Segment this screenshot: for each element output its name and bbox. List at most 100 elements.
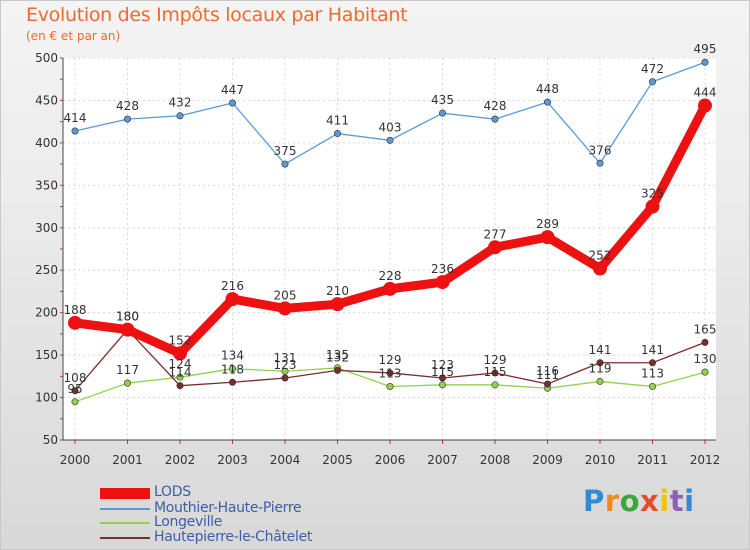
data-point-lods	[121, 323, 135, 337]
data-point-hautepierre	[702, 339, 708, 345]
y-tick-label: 350	[35, 178, 58, 192]
legend-label-hautepierre: Hautepierre-le-Châtelet	[154, 529, 312, 545]
data-label-longeville: 130	[694, 352, 717, 366]
x-tick-label: 2011	[637, 453, 668, 467]
data-label-mouthier: 414	[64, 111, 87, 125]
data-point-mouthier	[649, 79, 655, 85]
y-tick-label: 50	[43, 433, 58, 447]
data-point-longeville	[387, 383, 393, 389]
data-point-lods	[593, 262, 607, 276]
data-label-lods: 216	[221, 279, 244, 293]
legend-swatch-hautepierre	[100, 537, 150, 539]
data-point-longeville	[492, 382, 498, 388]
y-tick-label: 400	[35, 136, 58, 150]
data-label-lods: 277	[484, 227, 507, 241]
data-label-lods: 152	[169, 333, 192, 347]
data-label-longeville: 113	[641, 367, 664, 381]
data-label-mouthier: 403	[379, 120, 402, 134]
data-label-longeville: 117	[116, 363, 139, 377]
data-point-hautepierre	[334, 367, 340, 373]
data-point-mouthier	[702, 59, 708, 65]
data-point-mouthier	[334, 130, 340, 136]
logo-letter: P	[583, 484, 605, 518]
data-label-hautepierre: 165	[694, 322, 717, 336]
data-label-mouthier: 376	[589, 143, 612, 157]
data-point-hautepierre	[649, 360, 655, 366]
data-point-lods	[383, 282, 397, 296]
logo-letter: i	[684, 484, 694, 518]
x-tick-label: 2000	[60, 453, 91, 467]
x-tick-label: 2012	[690, 453, 721, 467]
data-label-hautepierre: 123	[431, 358, 454, 372]
data-label-mouthier: 375	[274, 144, 297, 158]
data-label-lods: 180	[116, 310, 139, 324]
data-point-mouthier	[439, 110, 445, 116]
data-label-lods: 228	[379, 269, 402, 283]
data-label-mouthier: 432	[169, 96, 192, 110]
data-point-longeville	[649, 383, 655, 389]
x-tick-label: 2004	[270, 453, 301, 467]
x-tick-label: 2007	[427, 453, 458, 467]
y-tick-label: 100	[35, 391, 58, 405]
data-label-longeville: 119	[589, 361, 612, 375]
y-tick-label: 450	[35, 93, 58, 107]
data-point-mouthier	[72, 128, 78, 134]
legend-swatch-mouthier	[100, 508, 150, 510]
data-label-hautepierre: 116	[536, 364, 559, 378]
data-point-mouthier	[492, 116, 498, 122]
x-tick-label: 2006	[375, 453, 406, 467]
y-tick-label: 500	[35, 51, 58, 65]
data-point-lods	[488, 240, 502, 254]
x-tick-label: 2010	[585, 453, 616, 467]
data-point-mouthier	[229, 100, 235, 106]
logo-letter: r	[605, 484, 620, 518]
data-point-mouthier	[387, 137, 393, 143]
logo-letter: t	[670, 484, 684, 518]
data-point-lods	[698, 99, 712, 113]
data-label-lods: 444	[694, 86, 717, 100]
data-point-hautepierre	[177, 382, 183, 388]
data-label-mouthier: 495	[694, 42, 717, 56]
legend-swatch-longeville	[100, 522, 150, 524]
data-label-hautepierre: 141	[589, 343, 612, 357]
x-tick-label: 2009	[532, 453, 563, 467]
data-label-hautepierre: 118	[221, 362, 244, 376]
data-label-mouthier: 428	[116, 99, 139, 113]
logo-letter: o	[620, 484, 640, 518]
data-point-mouthier	[177, 113, 183, 119]
data-label-mouthier: 411	[326, 114, 349, 128]
proxiti-logo: Proxiti	[583, 484, 695, 518]
data-point-lods	[331, 297, 345, 311]
data-label-hautepierre: 141	[641, 343, 664, 357]
data-label-longeville: 113	[379, 367, 402, 381]
data-point-hautepierre	[282, 375, 288, 381]
data-label-lods: 210	[326, 284, 349, 298]
data-label-lods: 205	[274, 288, 297, 302]
y-tick-label: 300	[35, 221, 58, 235]
x-tick-label: 2008	[480, 453, 511, 467]
data-label-mouthier: 428	[484, 99, 507, 113]
y-tick-label: 250	[35, 263, 58, 277]
data-label-mouthier: 448	[536, 82, 559, 96]
data-point-longeville	[702, 369, 708, 375]
data-point-mouthier	[124, 116, 130, 122]
data-point-lods	[68, 316, 82, 330]
data-label-mouthier: 472	[641, 62, 664, 76]
legend-label-longeville: Longeville	[154, 514, 222, 530]
data-label-hautepierre: 132	[326, 350, 349, 364]
y-tick-label: 200	[35, 306, 58, 320]
x-tick-label: 2001	[112, 453, 143, 467]
data-point-lods	[226, 292, 240, 306]
data-point-mouthier	[544, 99, 550, 105]
data-point-lods	[646, 200, 660, 214]
data-label-hautepierre: 108	[64, 371, 87, 385]
data-point-longeville	[597, 378, 603, 384]
x-tick-label: 2005	[322, 453, 353, 467]
data-point-longeville	[124, 380, 130, 386]
data-point-hautepierre	[229, 379, 235, 385]
data-point-mouthier	[282, 161, 288, 167]
data-label-lods: 325	[641, 187, 664, 201]
data-label-longeville: 134	[221, 349, 244, 363]
logo-letter: i	[659, 484, 669, 518]
data-point-longeville	[72, 399, 78, 405]
